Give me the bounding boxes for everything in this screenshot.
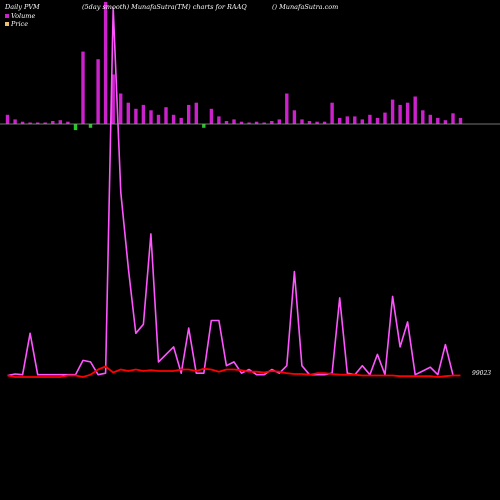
volume-bar: [383, 112, 387, 124]
volume-bar: [134, 108, 138, 125]
volume-bar: [270, 121, 274, 124]
volume-bar: [315, 121, 319, 124]
volume-bar: [398, 104, 402, 124]
volume-bar: [164, 107, 168, 124]
volume-bar: [156, 114, 161, 124]
volume-bar: [81, 51, 85, 124]
legend-price-swatch: [5, 22, 9, 26]
volume-bar: [66, 121, 70, 124]
volume-bar: [202, 124, 206, 128]
volume-bar: [338, 117, 342, 124]
volume-bar: [88, 124, 93, 128]
volume-bar: [405, 102, 410, 124]
volume-bar: [20, 121, 25, 124]
volume-bar: [5, 114, 10, 124]
volume-bar: [171, 114, 176, 124]
legend-volume-label: Volume: [11, 12, 36, 20]
price-line: [7, 7, 454, 377]
volume-bar: [103, 2, 108, 124]
volume-bar: [300, 119, 304, 124]
volume-bar: [458, 117, 463, 124]
volume-bar: [43, 122, 47, 124]
volume-bar: [345, 116, 349, 124]
volume-bar: [141, 104, 146, 124]
volume-bar: [353, 116, 357, 124]
volume-bar: [73, 124, 78, 131]
legend-volume-swatch: [5, 14, 9, 18]
volume-bar: [262, 122, 266, 124]
volume-bar: [277, 119, 281, 124]
volume-bar: [28, 122, 32, 124]
legend-volume: Volume: [5, 12, 35, 20]
volume-bar: [307, 121, 312, 124]
volume-bar: [126, 102, 130, 124]
volume-bar: [96, 59, 100, 125]
volume-bar: [58, 120, 62, 124]
volume-bars: [5, 2, 463, 131]
volume-bar: [368, 114, 372, 124]
volume-bar: [285, 93, 289, 124]
volume-bar: [247, 122, 251, 124]
volume-bar: [239, 121, 244, 124]
volume-bar: [375, 117, 380, 124]
volume-bar: [451, 113, 455, 124]
volume-bar: [217, 116, 221, 124]
smooth-price-line: [7, 365, 461, 378]
volume-bar: [443, 120, 448, 124]
volume-bar: [179, 117, 183, 124]
volume-bar: [51, 121, 55, 124]
volume-bar: [322, 121, 327, 124]
legend-price: Price: [5, 20, 28, 28]
volume-bar: [254, 121, 259, 124]
volume-bar: [428, 114, 432, 124]
volume-bar: [421, 110, 425, 124]
chart-header-title: (5day smooth) MunafaSutra(TM) charts for…: [82, 3, 247, 11]
chart-header-source: () MunafaSutra.com: [272, 3, 339, 11]
volume-bar: [194, 102, 198, 124]
volume-bar: [292, 110, 297, 124]
volume-bar: [436, 117, 440, 124]
volume-bar: [413, 96, 417, 124]
volume-bar: [187, 104, 191, 124]
volume-bar: [119, 93, 123, 124]
volume-bar: [36, 122, 40, 124]
volume-bar: [330, 102, 334, 124]
volume-bar: [209, 108, 214, 125]
volume-bar: [13, 119, 17, 124]
chart-header-left: Daily PVM: [5, 3, 40, 11]
legend-price-label: Price: [11, 20, 29, 28]
last-price-label: 99023: [472, 370, 492, 377]
volume-bar: [390, 99, 395, 124]
volume-bar: [232, 119, 236, 124]
volume-bar: [360, 119, 364, 124]
volume-bar: [224, 121, 229, 124]
volume-bar: [111, 74, 115, 124]
volume-bar: [149, 110, 153, 124]
